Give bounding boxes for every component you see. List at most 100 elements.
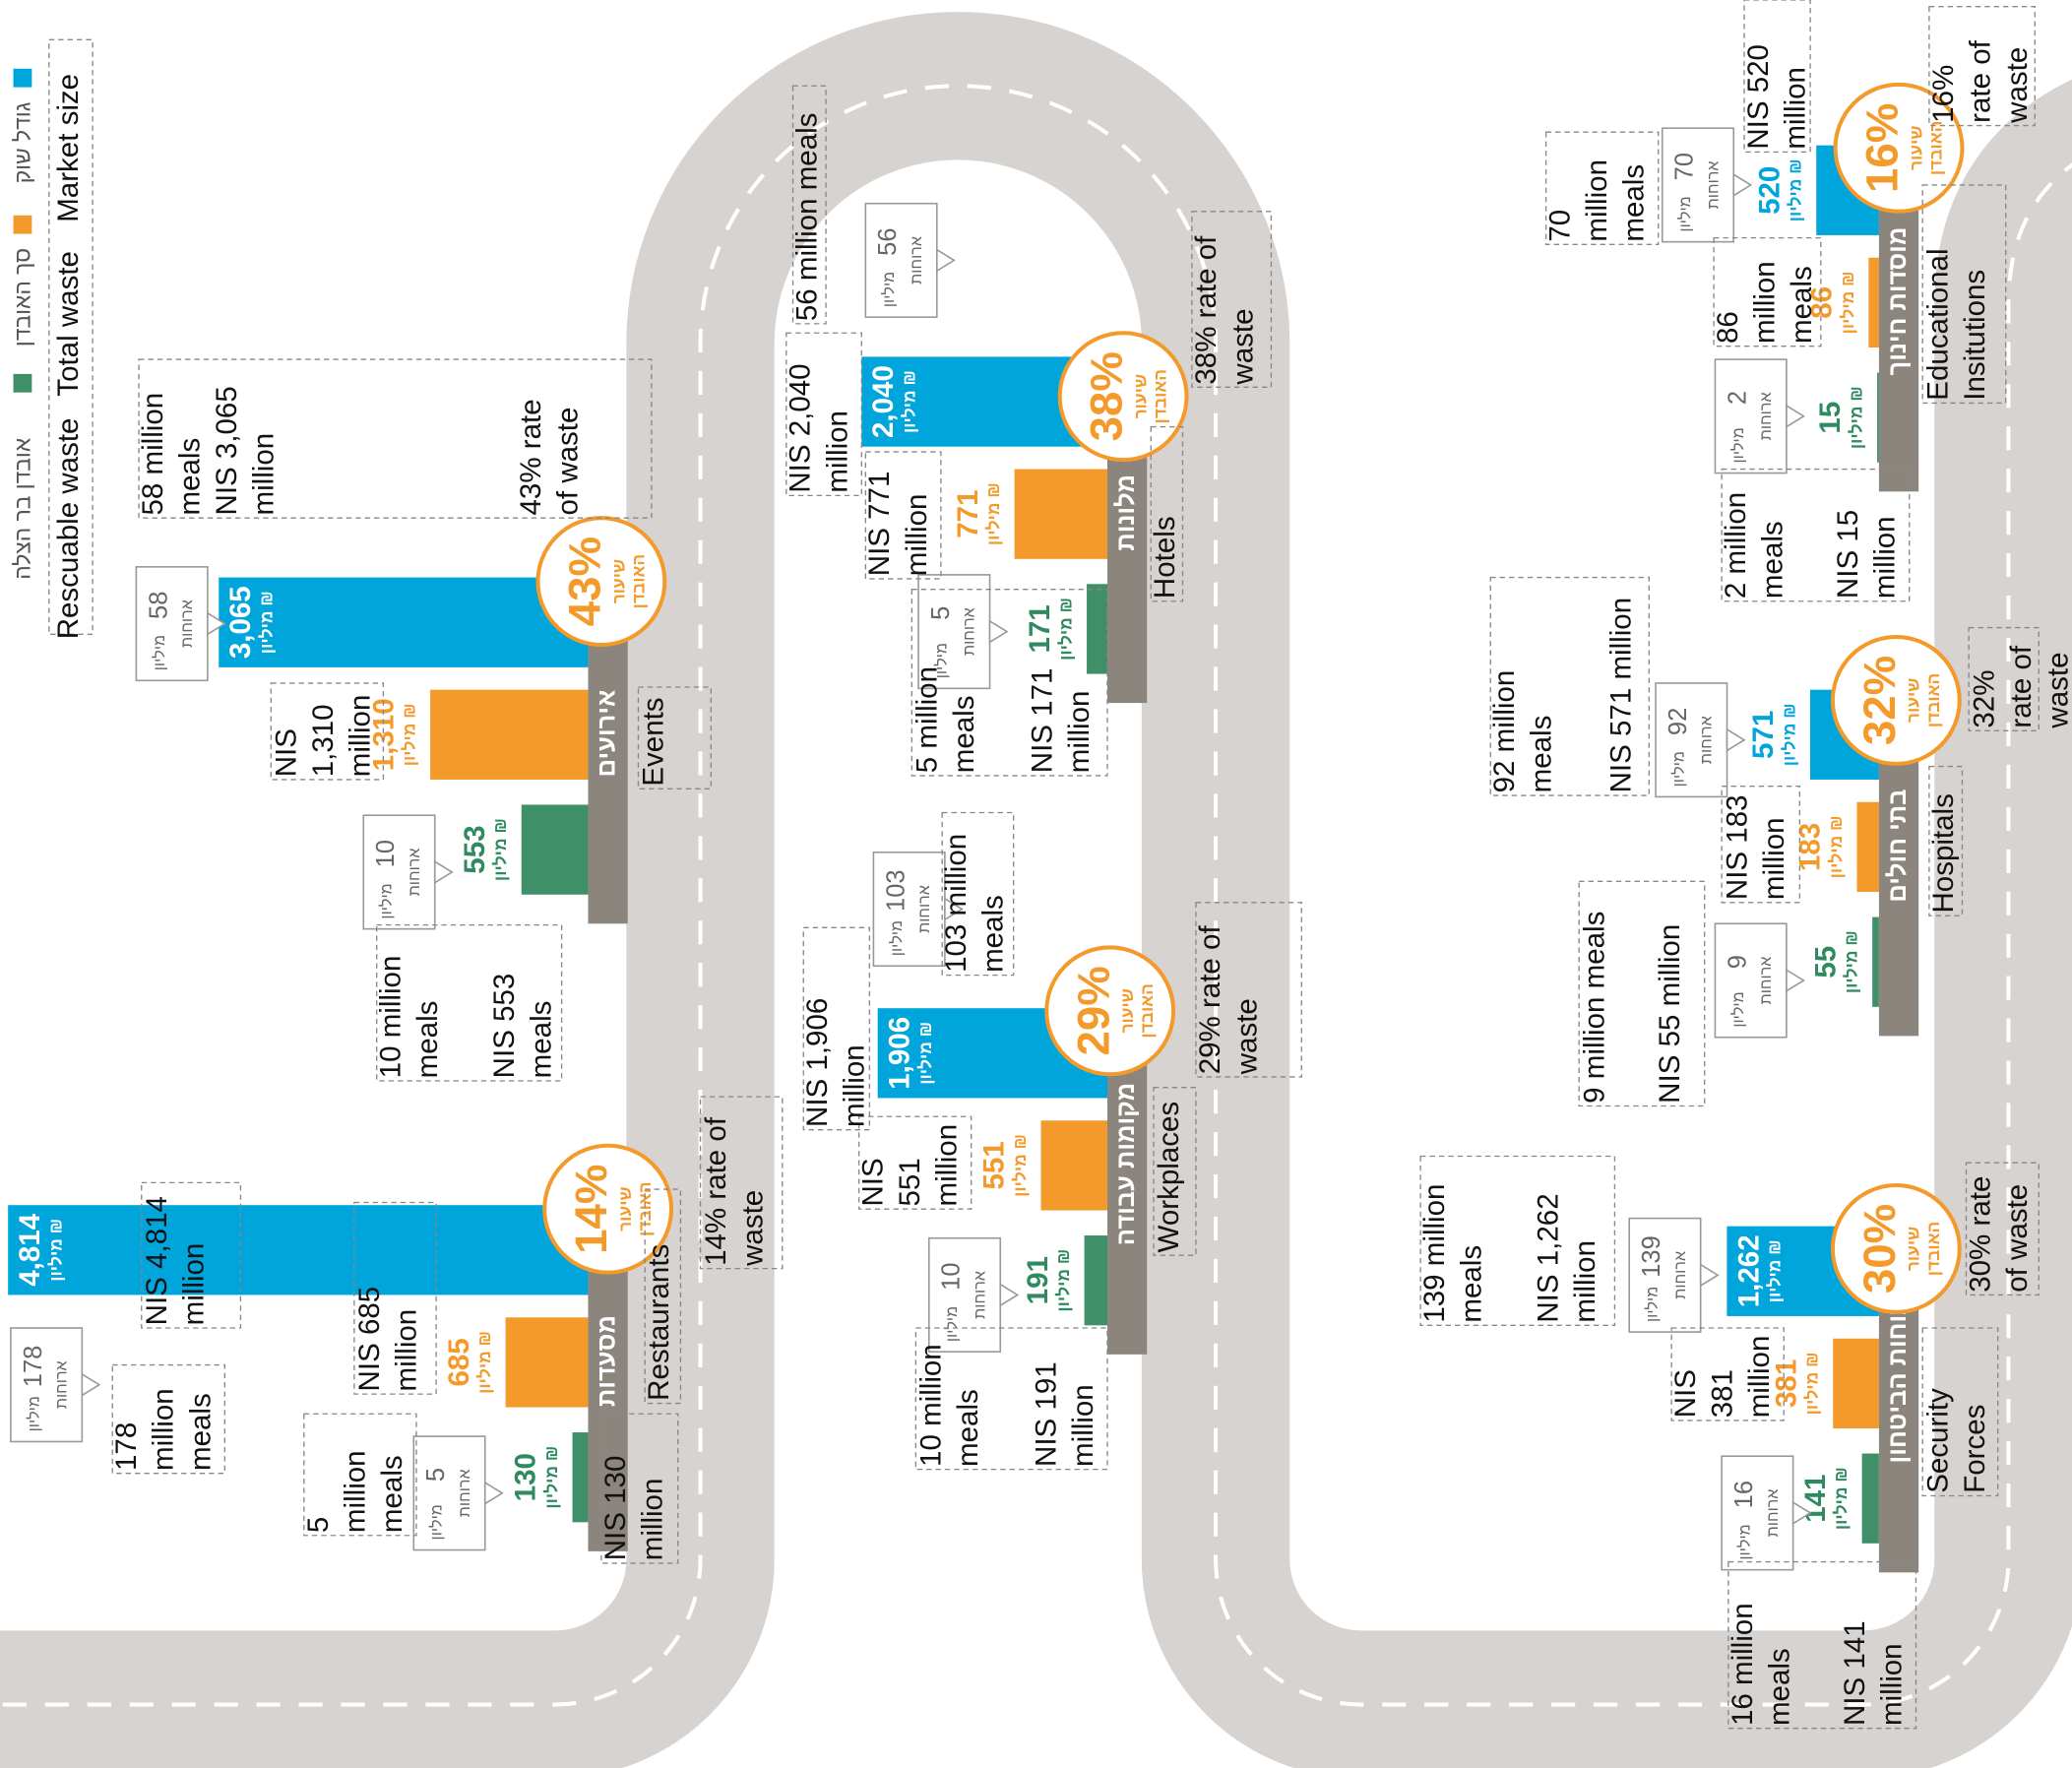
note-text: waste bbox=[2042, 652, 2072, 728]
bar bbox=[522, 804, 589, 894]
waste-rate-caption: שיעור bbox=[1904, 1227, 1923, 1271]
bar-value-label: 553 bbox=[459, 825, 491, 873]
meals-callout bbox=[136, 567, 207, 680]
meals-value: 70 bbox=[1671, 153, 1699, 180]
waste-rate: 16% bbox=[1857, 103, 1908, 193]
category-label: בתי חולים bbox=[1884, 789, 1912, 903]
note-text: NIS 183 bbox=[1721, 794, 1753, 900]
waste-rate: 32% bbox=[1854, 656, 1905, 745]
bar-unit-label: מיליון ₪ bbox=[1831, 1467, 1851, 1530]
callout-pointer bbox=[1000, 1285, 1017, 1305]
category-label: מקומות עבודה bbox=[1112, 1083, 1140, 1245]
note-text: 551 bbox=[894, 1158, 926, 1206]
waste-rate-caption: האובדן bbox=[635, 1181, 655, 1236]
bar-value-label: 3,065 bbox=[224, 586, 257, 659]
note-text: Hotels bbox=[1149, 516, 1181, 599]
note-text: meals bbox=[184, 1393, 217, 1471]
waste-rate-caption: האובדן bbox=[1923, 1222, 1943, 1277]
note-text: meals bbox=[1786, 266, 1818, 344]
note-text: NIS 4,814 bbox=[141, 1196, 173, 1325]
bar-unit-label: מיליון ₪ bbox=[474, 1331, 494, 1394]
waste-rate: 14% bbox=[566, 1165, 616, 1254]
bar-unit-label: מיליון ₪ bbox=[1010, 1134, 1030, 1197]
callout-pointer bbox=[1727, 729, 1744, 750]
note-text: NIS 771 bbox=[863, 472, 896, 577]
note-text: meals bbox=[526, 1001, 558, 1079]
meals-value: 103 bbox=[882, 869, 910, 912]
bar bbox=[1868, 258, 1879, 347]
callout-pointer bbox=[1701, 1265, 1718, 1286]
note-text: million bbox=[1067, 1384, 1099, 1467]
note-text: 139 million bbox=[1418, 1184, 1451, 1323]
legend-label: Total waste bbox=[52, 251, 85, 397]
note-text: million bbox=[636, 1479, 668, 1561]
infographic: 3,065מיליון ₪1,310מיליון ₪553מיליון ₪איר… bbox=[0, 0, 2072, 1768]
note-text: million bbox=[1749, 261, 1782, 344]
bar-unit-label: מיליון ₪ bbox=[1847, 386, 1866, 449]
legend-swatch bbox=[14, 374, 32, 393]
legend-label-he: גודל שוק bbox=[9, 101, 34, 183]
bar-unit-label: מיליון ₪ bbox=[541, 1446, 561, 1509]
note-text: million bbox=[1581, 159, 1613, 242]
note-text: meals bbox=[952, 1389, 984, 1467]
meals-value: 10 bbox=[938, 1262, 966, 1290]
bar bbox=[1833, 1339, 1879, 1428]
bar-unit-label: מיליון ₪ bbox=[1842, 930, 1861, 993]
meals-word: ארוחות bbox=[1671, 1251, 1689, 1299]
note-text: million bbox=[391, 1309, 423, 1392]
meals-million: מיליון bbox=[943, 1306, 961, 1342]
meals-million: מיליון bbox=[880, 272, 898, 307]
bar-unit-label: מיליון ₪ bbox=[1779, 703, 1798, 766]
meals-million: מיליון bbox=[428, 1504, 446, 1540]
note-text: million bbox=[148, 1388, 180, 1471]
note-text: million bbox=[1758, 817, 1790, 900]
waste-rate-caption: האובדן bbox=[1151, 369, 1170, 424]
note-text: meals bbox=[376, 1455, 408, 1533]
waste-rate: 30% bbox=[1854, 1204, 1905, 1294]
meals-value: 92 bbox=[1664, 708, 1692, 735]
bar-unit-label: מיליון ₪ bbox=[257, 591, 277, 654]
page: { "chart_data": { "type": "bar", "catego… bbox=[0, 0, 2072, 1768]
bar-value-label: 191 bbox=[1022, 1256, 1054, 1304]
waste-rate-caption: שיעור bbox=[1906, 126, 1925, 170]
waste-rate: 38% bbox=[1082, 351, 1132, 441]
note-text: Restaurants bbox=[643, 1244, 675, 1401]
note-text: 10 million bbox=[915, 1344, 948, 1467]
note-text: waste bbox=[1226, 309, 1259, 386]
callout-pointer bbox=[1787, 406, 1803, 426]
bar-unit-label: מיליון ₪ bbox=[915, 1022, 935, 1085]
note-text: Forces bbox=[1959, 1405, 1991, 1493]
note-text: million bbox=[901, 494, 933, 577]
note-text: 5 bbox=[302, 1517, 335, 1533]
legend-label-he: סך האובדן bbox=[9, 248, 34, 347]
note-text: 70 bbox=[1544, 210, 1577, 242]
bar-unit-label: מיליון ₪ bbox=[400, 703, 419, 766]
bar-unit-label: מיליון ₪ bbox=[900, 370, 919, 433]
bar bbox=[1872, 917, 1879, 1007]
note-text: million bbox=[339, 1450, 371, 1533]
callout-pointer bbox=[435, 861, 452, 882]
note-text: meals bbox=[948, 696, 980, 774]
note-text: waste bbox=[736, 1190, 769, 1267]
meals-million: מיליון bbox=[1669, 751, 1687, 787]
note-text: 32% bbox=[1968, 670, 2000, 728]
meals-value: 2 bbox=[1724, 391, 1751, 405]
note-text: meals bbox=[1618, 164, 1651, 242]
meals-million: מיליון bbox=[378, 883, 396, 918]
note-text: million bbox=[1063, 691, 1096, 774]
legend-label-he: אובדן בר הצלה bbox=[9, 437, 34, 580]
callout-pointer bbox=[1787, 970, 1803, 990]
bar bbox=[1862, 1454, 1879, 1544]
category-label: מלונות bbox=[1112, 474, 1140, 551]
meals-million: מיליון bbox=[1729, 427, 1747, 463]
meals-callout bbox=[865, 204, 936, 317]
bar bbox=[1041, 1120, 1107, 1210]
note-text: of waste bbox=[2001, 1184, 2034, 1293]
waste-rate-caption: שיעור bbox=[1904, 678, 1923, 723]
meals-million: מיליון bbox=[888, 920, 906, 956]
note-text: 58 million bbox=[137, 393, 169, 516]
note-text: NIS bbox=[271, 728, 303, 777]
bar bbox=[8, 1205, 588, 1294]
note-text: NIS bbox=[1669, 1369, 1702, 1418]
bar bbox=[1087, 584, 1107, 673]
